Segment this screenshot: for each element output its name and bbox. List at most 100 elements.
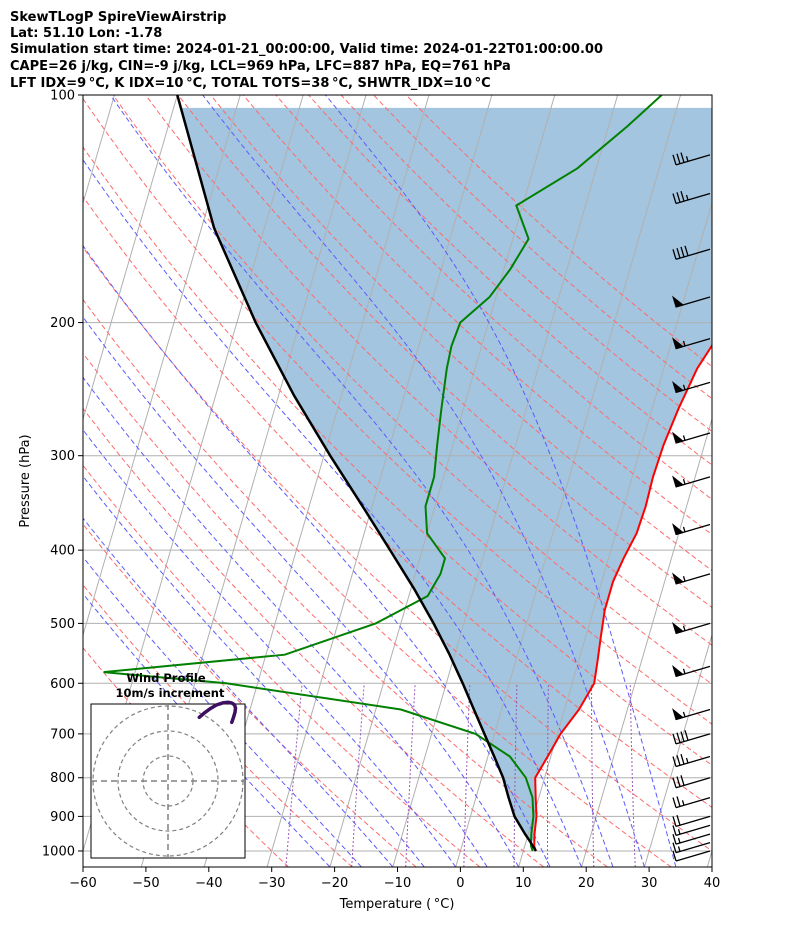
dewpoint-line — [103, 95, 663, 852]
isotherm-line — [83, 95, 241, 637]
y-tick-label: 100 — [50, 89, 75, 104]
dry-adiabat — [242, 95, 712, 536]
hodograph-title: Wind Profile — [126, 671, 206, 685]
x-tick-label: 20 — [578, 876, 595, 891]
y-tick-label: 500 — [50, 617, 75, 632]
moist-adiabat — [83, 593, 331, 867]
y-tick-label: 300 — [50, 449, 75, 464]
y-tick-label: 400 — [50, 544, 75, 559]
wind-barb — [672, 824, 711, 837]
wind-barb — [672, 708, 711, 721]
dry-adiabat — [275, 95, 712, 500]
simulation-times: Simulation start time: 2024-01-21_00:00:… — [10, 42, 603, 57]
dry-adiabat — [83, 195, 712, 809]
moist-adiabat — [83, 158, 582, 867]
mixing-ratio-line — [463, 683, 471, 867]
hodograph-inset: Wind Profile 10m/s increment — [90, 671, 246, 859]
x-tick-label: −30 — [258, 876, 285, 891]
dry-adiabat — [83, 464, 481, 867]
wind-barb — [672, 152, 711, 166]
mixing-ratio-line — [285, 683, 303, 867]
y-tick-label: 600 — [50, 677, 75, 692]
wind-barb — [672, 190, 711, 205]
y-axis-label: Pressure (hPa) — [18, 434, 33, 527]
x-tick-label: 0 — [456, 876, 464, 891]
mixing-ratio-lines — [285, 683, 636, 867]
isotherm-line — [518, 201, 712, 867]
wind-barb — [672, 295, 711, 308]
mixing-ratio-line — [405, 683, 416, 867]
parcel-line — [176, 95, 537, 852]
x-tick-label: 30 — [641, 876, 658, 891]
isotherm-line — [643, 633, 712, 867]
dry-adiabat — [210, 95, 712, 572]
dry-adiabat — [83, 246, 712, 852]
dry-adiabat — [83, 97, 712, 725]
figure-header: SkewTLogP SpireViewAirstrip Lat: 51.10 L… — [10, 10, 603, 91]
moist-adiabat — [325, 95, 677, 867]
wind-barb — [672, 833, 711, 845]
moist-adiabats — [83, 95, 677, 867]
location-text: Lat: 51.10 Lon: -1.78 — [10, 26, 162, 41]
stability-indices: LFT IDX=9 °C, K IDX=10 °C, TOTAL TOTS=38… — [10, 76, 491, 91]
moist-adiabat — [202, 95, 645, 867]
wind-barb — [672, 730, 711, 745]
moist-adiabat — [109, 95, 614, 867]
hodograph-ring — [117, 730, 219, 832]
chart-title: SkewTLogP SpireViewAirstrip — [10, 10, 226, 25]
profile-series — [103, 95, 712, 852]
moist-adiabat — [83, 556, 362, 867]
mixing-ratio-line — [591, 683, 595, 867]
x-tick-label: 40 — [704, 876, 721, 891]
wind-barb — [672, 775, 711, 789]
isotherm-line — [392, 95, 619, 867]
hodograph-subtitle: 10m/s increment — [116, 686, 225, 700]
x-axis-ticks: −60 −50 −40 −30 −20 −10 0 10 20 30 40 — [69, 867, 720, 891]
y-tick-label: 900 — [50, 810, 75, 825]
y-tick-label: 200 — [50, 316, 75, 331]
x-tick-label: −60 — [69, 876, 96, 891]
wind-barb — [672, 431, 711, 444]
wind-barb — [672, 665, 711, 678]
isotherm-line — [455, 95, 682, 867]
y-tick-label: 1000 — [42, 844, 75, 859]
x-tick-label: −40 — [195, 876, 222, 891]
y-axis-ticks: 1000 900 800 700 600 500 400 300 200 100 — [42, 89, 83, 859]
wind-barb — [672, 572, 711, 585]
mixing-ratio-line — [351, 683, 365, 867]
wind-barb — [672, 850, 711, 862]
moist-adiabat — [83, 517, 394, 867]
isotherm-line — [329, 95, 556, 867]
x-tick-label: 10 — [515, 876, 532, 891]
wind-barb — [672, 245, 711, 260]
x-tick-label: −20 — [321, 876, 348, 891]
wind-barb — [672, 815, 711, 828]
moist-adiabat — [83, 376, 488, 867]
wind-barb — [672, 381, 711, 394]
isotherm-line — [83, 95, 178, 421]
x-axis-label: Temperature ( °C) — [339, 897, 455, 912]
temperature-line — [533, 343, 712, 852]
moist-adiabat — [83, 429, 457, 867]
wind-barb — [672, 753, 711, 768]
y-tick-label: 800 — [50, 771, 75, 786]
isotherm-line — [266, 95, 493, 867]
moist-adiabat — [83, 316, 520, 867]
convective-parameters: CAPE=26 j/kg, CIN=-9 j/kg, LCL=969 hPa, … — [10, 59, 511, 74]
hodograph-content — [91, 700, 245, 858]
wind-barbs — [672, 152, 711, 862]
moist-adiabat — [83, 475, 425, 867]
moist-adiabat — [83, 244, 551, 867]
wind-barb — [672, 337, 711, 350]
wind-barb — [672, 523, 711, 536]
wind-barb — [672, 842, 711, 854]
x-tick-label: −50 — [132, 876, 159, 891]
x-tick-label: −10 — [384, 876, 411, 891]
wind-barb — [672, 475, 711, 488]
mixing-ratio-line — [547, 683, 549, 867]
wind-barb — [672, 796, 711, 809]
dry-adiabat — [83, 146, 712, 766]
wind-barb — [672, 622, 711, 635]
mixing-ratio-line — [513, 683, 518, 867]
